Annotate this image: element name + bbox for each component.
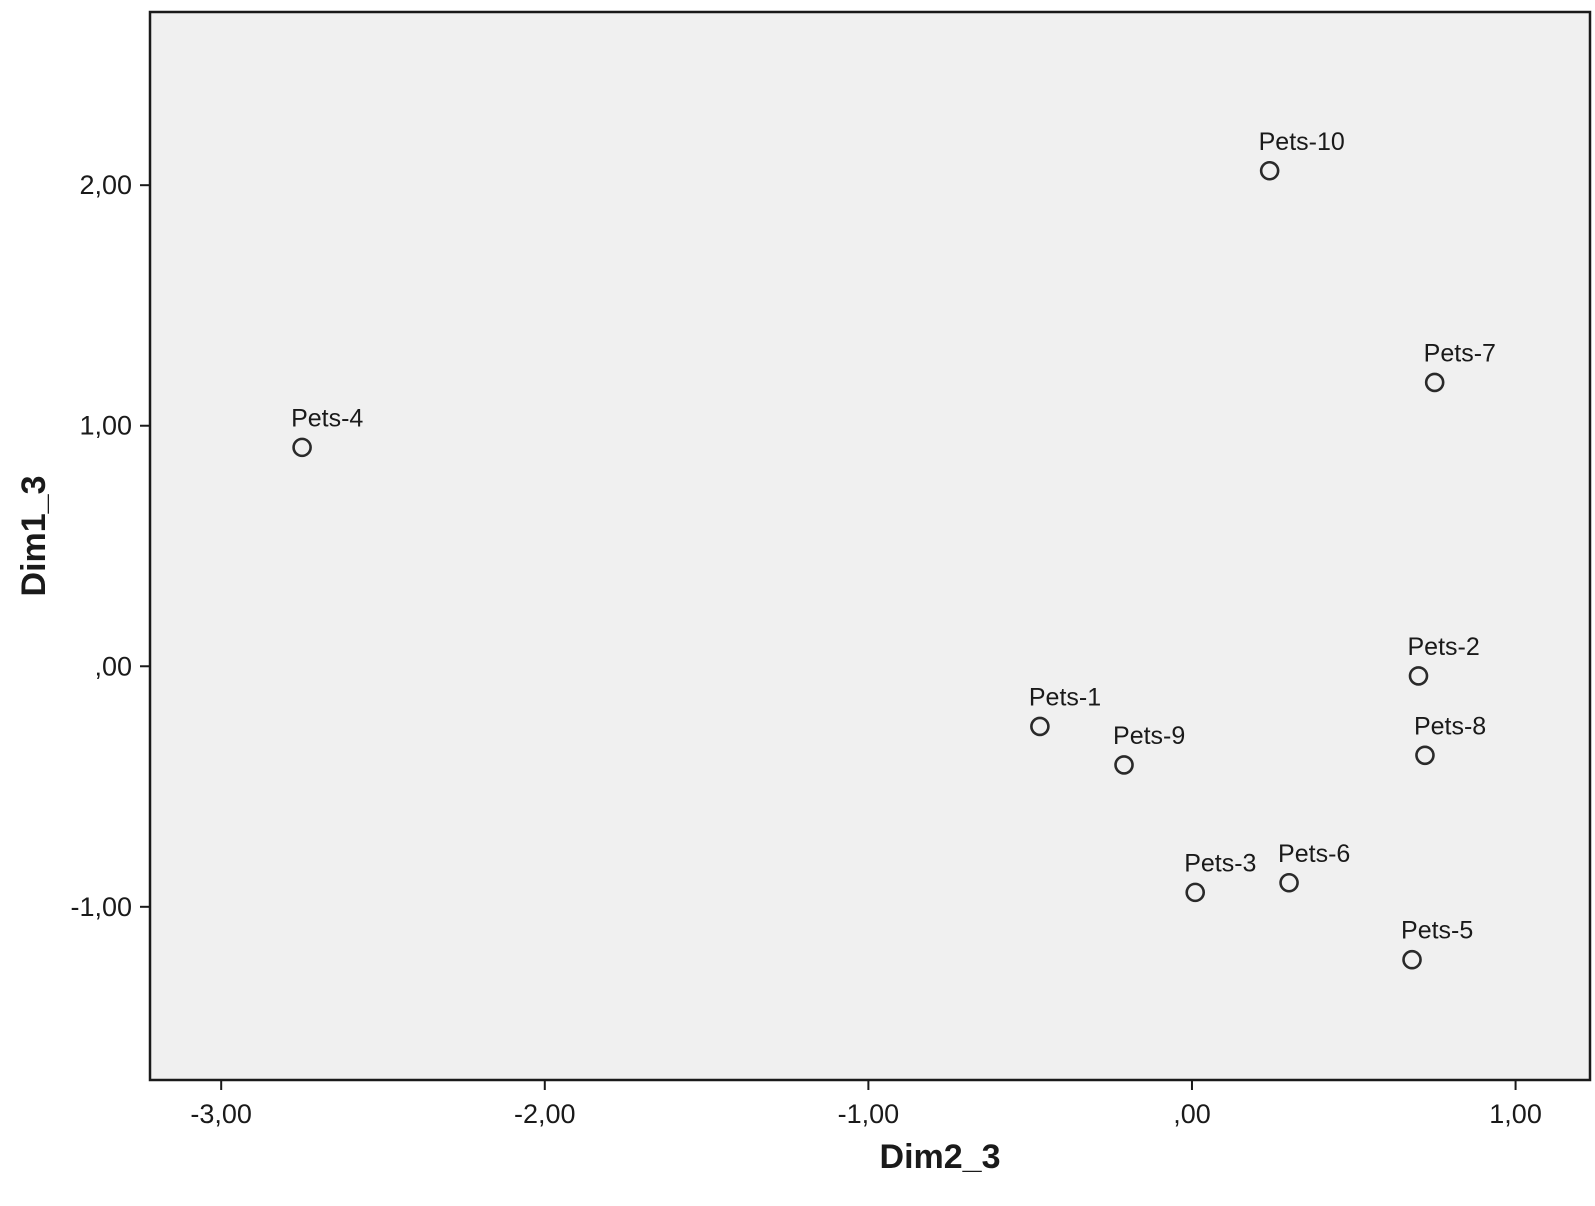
point-label: Pets-6 bbox=[1278, 840, 1350, 868]
point-label: Pets-1 bbox=[1029, 683, 1101, 711]
data-point: Pets-3 bbox=[1184, 849, 1256, 903]
point-label: Pets-4 bbox=[291, 404, 363, 432]
data-point: Pets-9 bbox=[1113, 722, 1185, 775]
point-label: Pets-8 bbox=[1414, 712, 1486, 740]
y-axis-title: Dim1_3 bbox=[15, 476, 53, 597]
x-tick-label: -3,00 bbox=[190, 1099, 252, 1129]
point-label: Pets-9 bbox=[1113, 722, 1185, 750]
x-tick-label: ,00 bbox=[1173, 1099, 1211, 1129]
data-point: Pets-1 bbox=[1029, 683, 1101, 737]
point-marker bbox=[1408, 666, 1429, 686]
point-label: Pets-7 bbox=[1424, 339, 1496, 367]
y-tick-label: ,00 bbox=[94, 651, 132, 681]
point-marker bbox=[1259, 160, 1280, 181]
data-point: Pets-2 bbox=[1407, 633, 1480, 686]
y-axis-ticks: 2,00 1,00 ,00 -1,00 bbox=[70, 170, 150, 922]
x-axis-title: Dim2_3 bbox=[880, 1138, 1001, 1176]
point-marker bbox=[1114, 755, 1134, 775]
y-tick-label: 1,00 bbox=[79, 411, 132, 441]
x-tick-label: -2,00 bbox=[514, 1099, 576, 1129]
data-point: Pets-6 bbox=[1278, 840, 1350, 893]
x-tick-label: 1,00 bbox=[1489, 1099, 1542, 1129]
point-marker bbox=[1279, 872, 1299, 893]
data-point: Pets-10 bbox=[1259, 128, 1345, 181]
point-marker bbox=[1424, 372, 1445, 393]
point-label: Pets-5 bbox=[1401, 917, 1473, 945]
point-label: Pets-3 bbox=[1184, 849, 1256, 877]
plot-area bbox=[148, 10, 1592, 1082]
data-points: Pets-10 Pets-7 Pets-4 Pets-2 Pets-1 Pets-9 Pet… bbox=[291, 128, 1496, 970]
data-point: Pets-4 bbox=[291, 404, 363, 458]
point-marker bbox=[1030, 716, 1050, 737]
x-axis-ticks: -3,00 -2,00 -1,00 ,00 1,00 bbox=[190, 1080, 1542, 1129]
y-tick-label: -1,00 bbox=[70, 892, 132, 922]
data-point: Pets-7 bbox=[1424, 339, 1496, 393]
point-label: Pets-10 bbox=[1259, 128, 1345, 156]
data-point: Pets-8 bbox=[1414, 712, 1486, 766]
point-marker bbox=[1402, 949, 1422, 970]
point-marker bbox=[1185, 882, 1206, 903]
y-tick-label: 2,00 bbox=[79, 170, 132, 200]
point-marker bbox=[292, 437, 312, 458]
data-point: Pets-5 bbox=[1401, 917, 1473, 970]
point-label: Pets-2 bbox=[1407, 633, 1479, 661]
x-tick-label: -1,00 bbox=[838, 1099, 900, 1129]
point-marker bbox=[1415, 745, 1435, 766]
